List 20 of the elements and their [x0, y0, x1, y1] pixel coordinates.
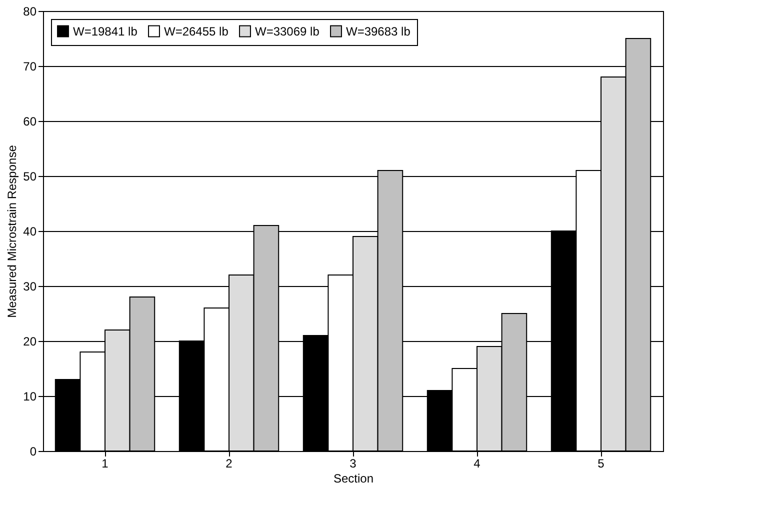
x-tick-label: 1: [102, 456, 109, 470]
y-tick-label: 0: [30, 444, 37, 458]
y-tick-label: 80: [23, 4, 37, 18]
y-tick-label: 20: [23, 334, 37, 348]
legend-label: W=26455 lb: [164, 24, 229, 38]
x-axis-title: Section: [333, 472, 374, 486]
y-tick-label: 60: [23, 114, 37, 128]
y-tick-label: 30: [23, 280, 37, 294]
x-tick-label: 3: [350, 456, 357, 470]
y-axis-title: Measured Microstrain Response: [5, 144, 20, 318]
y-tick-label: 10: [23, 390, 37, 404]
legend-label: W=39683 lb: [346, 24, 411, 38]
y-tick-label: 40: [23, 224, 37, 238]
legend-label: W=33069 lb: [255, 24, 320, 38]
legend-label: W=19841 lb: [73, 24, 138, 38]
x-tick-label: 2: [226, 456, 233, 470]
x-tick-label: 5: [598, 456, 605, 470]
x-tick-label: 4: [474, 456, 481, 470]
y-tick-label: 70: [23, 60, 37, 74]
y-tick-label: 50: [23, 170, 37, 184]
